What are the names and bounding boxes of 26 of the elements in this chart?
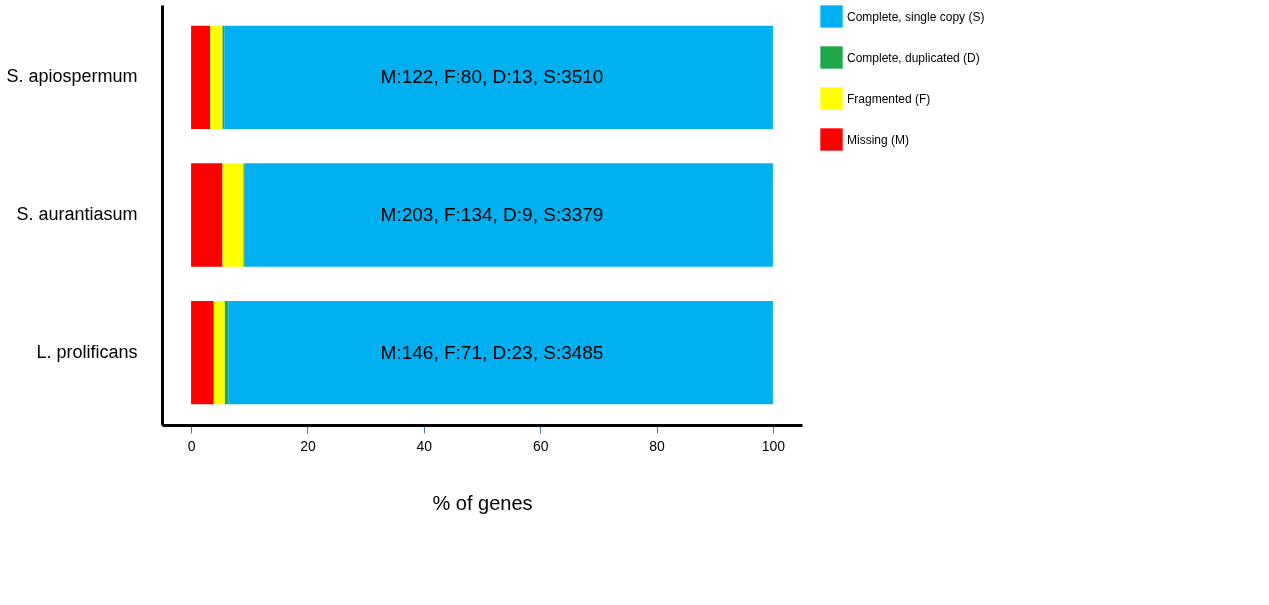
bar [191,163,223,267]
bar [224,25,773,129]
bar [191,301,214,405]
legend-label: Complete, duplicated (D) [847,50,980,65]
legend-label: Fragmented (F) [847,91,931,106]
legend-label: Complete, single copy (S) [847,9,985,24]
x-tick-label: 100 [761,437,786,454]
bar [222,163,244,267]
y-tick-label: S. apiospermum [6,66,138,87]
bar [213,301,225,405]
y-tick-label: L. prolificans [36,341,138,362]
legend-label: Missing (M) [847,132,909,147]
bar [210,25,223,129]
annotation: M:203, F:134, D:9, S:3379 [380,204,604,225]
x-tick-label: 60 [532,437,549,454]
annotation: M:122, F:80, D:13, S:3510 [380,66,604,88]
bar [191,25,211,129]
y-tick-label: S. aurantiasum [16,204,138,224]
annotation: M:146, F:71, D:23, S:3485 [380,341,604,363]
x-tick-label: 20 [300,437,316,454]
x-tick-label: 0 [187,437,196,454]
bar [244,163,773,267]
x-axis-title: % of genes [432,491,533,514]
x-tick-label: 80 [649,437,666,454]
bar [228,301,773,405]
x-tick-label: 40 [416,437,433,454]
